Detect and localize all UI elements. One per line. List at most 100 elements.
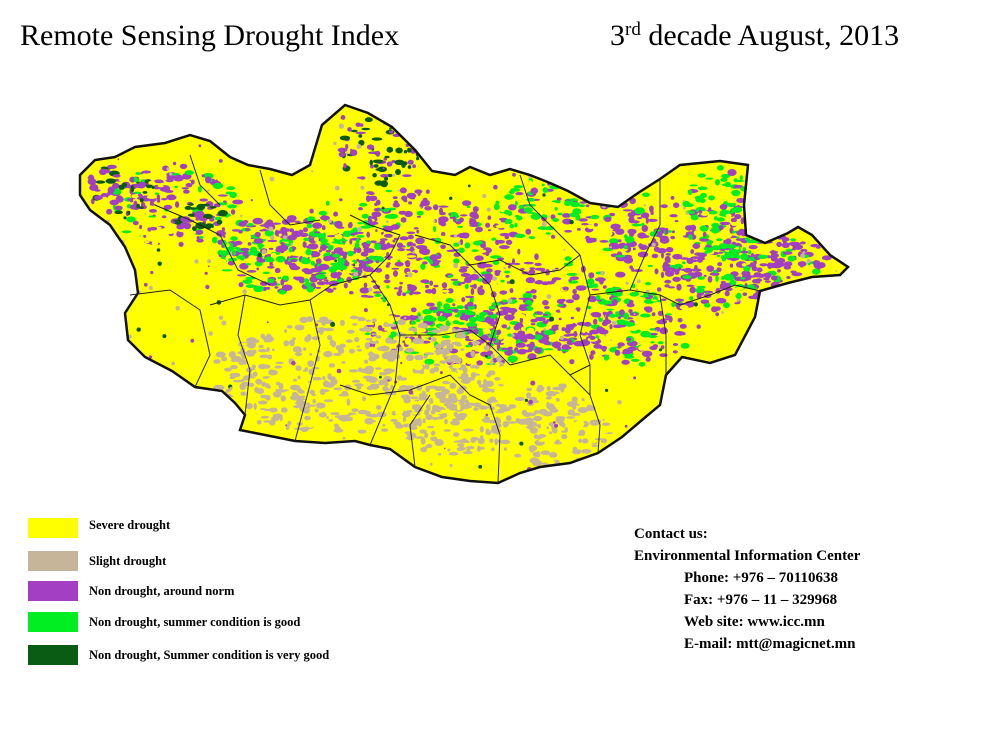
- map-texture: [387, 207, 397, 211]
- map-texture: [745, 220, 752, 225]
- contact-email[interactable]: E-mail: mtt@magicnet.mn: [684, 636, 856, 652]
- map-texture: [696, 293, 702, 299]
- map-texture: [832, 132, 837, 137]
- map-texture: [358, 207, 363, 211]
- map-texture: [442, 380, 451, 385]
- map-texture: [783, 237, 790, 242]
- map-texture: [456, 202, 465, 210]
- map-texture: [549, 452, 558, 458]
- map-texture: [819, 386, 823, 390]
- map-texture: [592, 191, 602, 196]
- map-texture: [559, 307, 565, 313]
- map-texture: [357, 226, 363, 232]
- map-texture: [258, 349, 269, 353]
- map-texture: [602, 191, 608, 195]
- map-texture: [390, 418, 399, 422]
- contact-org: Environmental Information Center: [634, 548, 861, 564]
- map-texture: [629, 265, 633, 270]
- map-texture: [601, 302, 610, 305]
- map-texture: [382, 167, 385, 170]
- map-texture: [536, 135, 539, 138]
- map-texture: [601, 422, 611, 426]
- map-texture: [231, 465, 236, 470]
- map-texture: [265, 286, 271, 290]
- map-texture: [320, 215, 330, 221]
- legend-item-slight: Slight drought: [28, 551, 448, 573]
- map-texture: [139, 224, 143, 230]
- map-texture: [441, 412, 448, 418]
- map-texture: [664, 270, 675, 277]
- map-texture: [420, 263, 426, 270]
- map-texture: [792, 244, 803, 250]
- map-texture: [290, 469, 293, 472]
- map-texture: [282, 454, 286, 459]
- map-texture: [502, 188, 510, 192]
- map-texture: [640, 313, 651, 318]
- map-texture: [240, 391, 247, 396]
- map-texture: [563, 248, 566, 251]
- map-texture: [466, 358, 473, 365]
- map-texture: [178, 241, 184, 247]
- map-texture: [356, 384, 362, 390]
- map-texture: [478, 314, 485, 321]
- map-texture: [89, 264, 94, 269]
- map-texture: [693, 271, 703, 278]
- map-texture: [375, 267, 383, 273]
- map-texture: [372, 318, 377, 323]
- map-texture: [599, 330, 604, 335]
- map-texture: [405, 221, 410, 228]
- map-texture: [507, 265, 511, 269]
- map-texture: [672, 343, 679, 346]
- map-texture: [450, 212, 458, 215]
- map-texture: [581, 449, 592, 454]
- map-texture: [775, 260, 783, 267]
- map-texture: [347, 222, 353, 229]
- map-texture: [726, 244, 737, 249]
- map-texture: [494, 270, 501, 277]
- map-texture: [385, 337, 393, 344]
- map-texture: [362, 375, 374, 379]
- map-texture: [614, 349, 621, 356]
- map-texture: [240, 353, 244, 357]
- map-texture: [467, 345, 472, 347]
- map-texture: [690, 249, 695, 254]
- map-texture: [275, 255, 286, 263]
- map-texture: [770, 275, 778, 281]
- map-texture: [751, 217, 760, 224]
- map-texture: [415, 436, 425, 439]
- map-texture: [232, 372, 241, 378]
- map-texture: [555, 267, 559, 270]
- map-texture: [651, 253, 659, 259]
- map-texture: [650, 341, 655, 344]
- map-texture: [419, 369, 425, 375]
- map-texture: [333, 352, 342, 357]
- map-texture: [637, 217, 642, 220]
- map-texture: [70, 431, 73, 434]
- map-texture: [149, 209, 157, 213]
- map-texture: [275, 470, 279, 474]
- map-texture: [181, 187, 189, 190]
- map-texture: [467, 184, 471, 188]
- map-texture: [821, 350, 826, 354]
- map-texture: [606, 207, 618, 213]
- map-texture: [669, 265, 676, 268]
- map-texture: [501, 347, 510, 350]
- map-texture: [831, 123, 834, 126]
- map-texture: [364, 359, 369, 364]
- map-texture: [406, 255, 417, 258]
- map-texture: [264, 230, 274, 237]
- map-texture: [333, 387, 343, 391]
- map-texture: [609, 347, 617, 353]
- map-texture: [374, 243, 382, 251]
- map-texture: [315, 258, 322, 264]
- map-texture: [600, 270, 605, 276]
- map-texture: [447, 274, 454, 278]
- map-texture: [617, 400, 622, 405]
- map-texture: [511, 333, 515, 337]
- contact-website[interactable]: Web site: www.icc.mn: [684, 614, 825, 630]
- map-texture: [325, 382, 335, 388]
- map-texture: [219, 250, 230, 256]
- map-texture: [262, 271, 270, 274]
- map-texture: [792, 110, 795, 113]
- map-texture: [494, 100, 499, 105]
